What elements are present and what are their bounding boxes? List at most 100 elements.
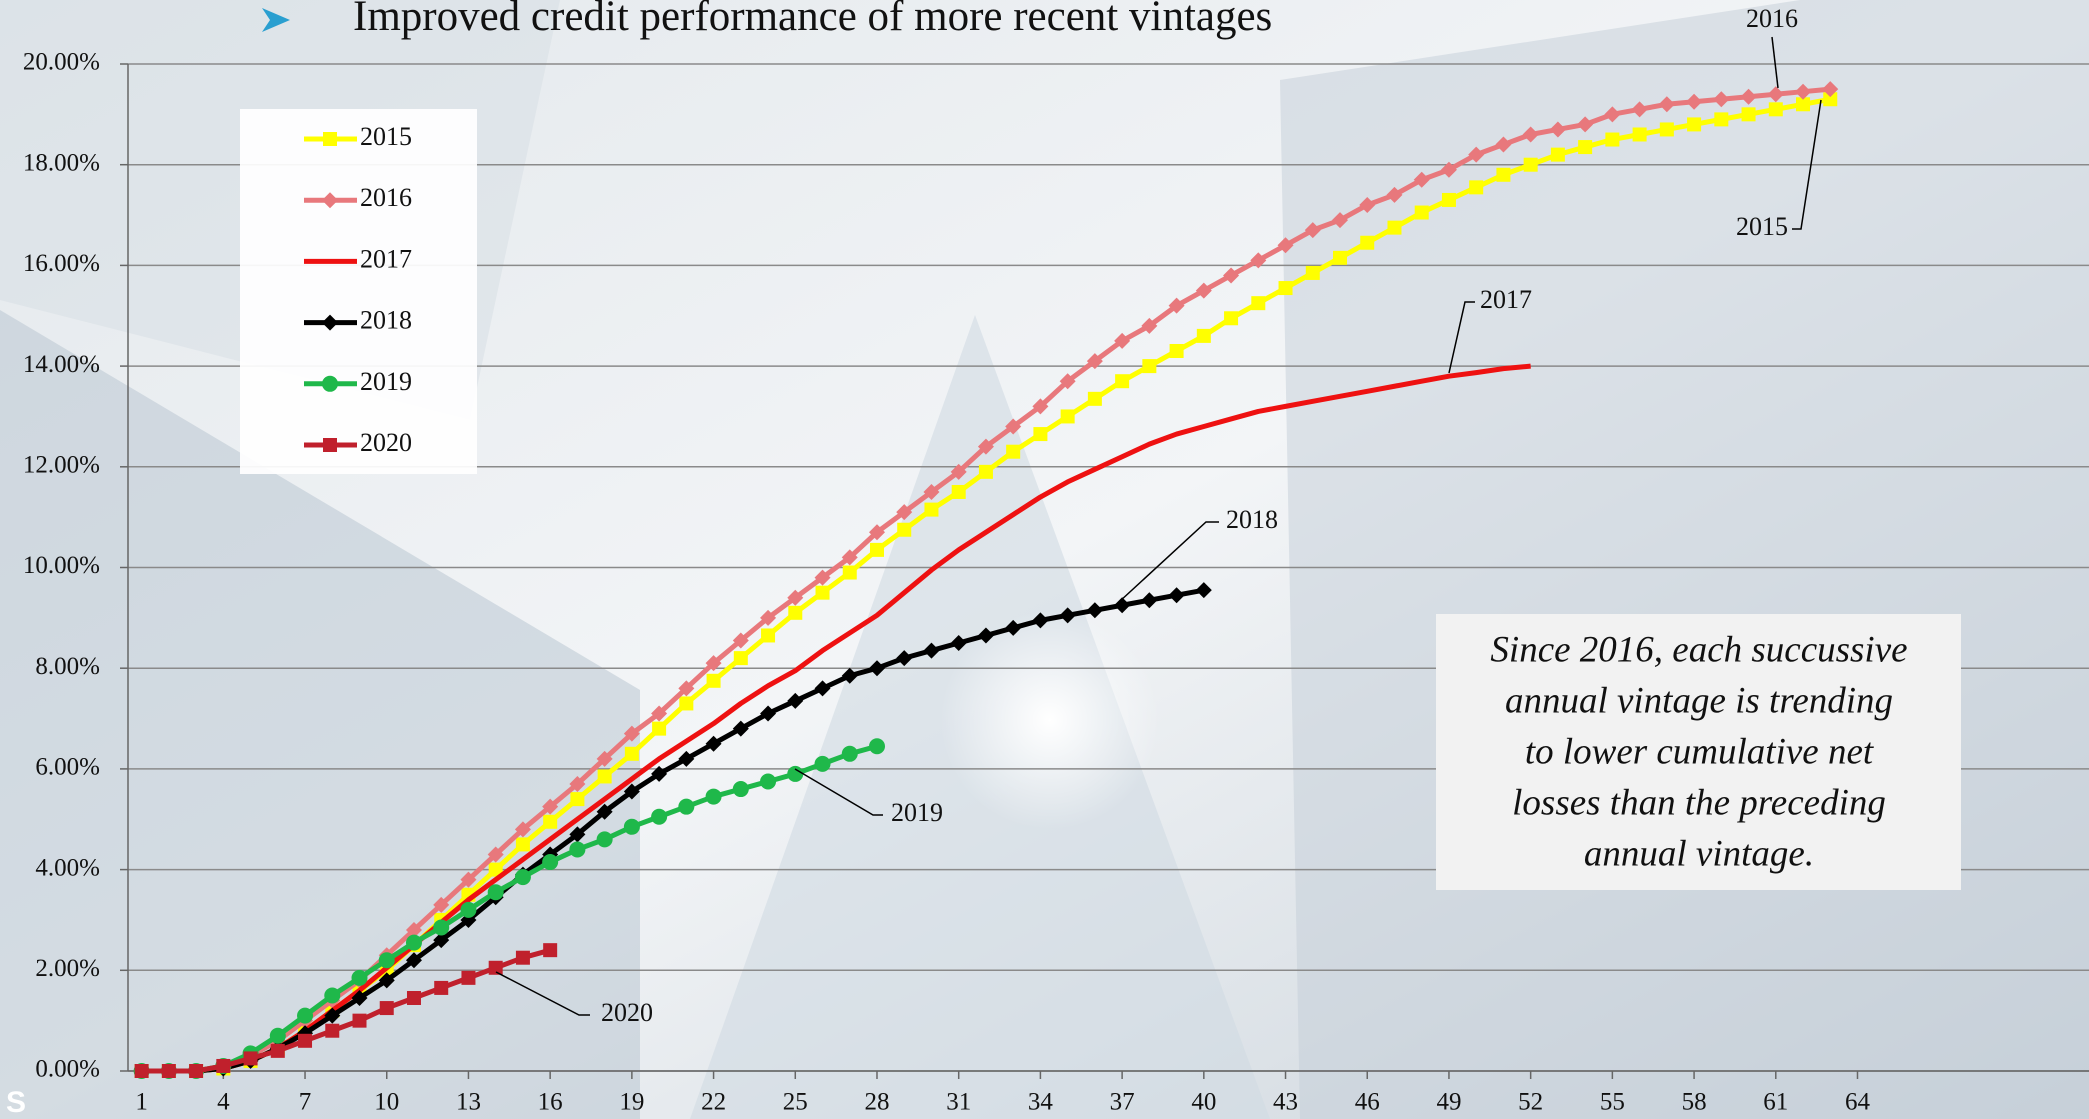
marker xyxy=(434,981,448,995)
marker xyxy=(1279,281,1293,295)
marker xyxy=(815,756,831,772)
marker xyxy=(733,781,749,797)
marker xyxy=(652,722,666,736)
marker xyxy=(325,1024,339,1038)
note-line: losses than the preceding xyxy=(1512,782,1886,823)
marker xyxy=(1333,251,1347,265)
x-tick-label: 25 xyxy=(783,1089,808,1116)
marker xyxy=(1033,427,1047,441)
marker xyxy=(679,696,693,710)
y-tick-label: 8.00% xyxy=(35,653,100,680)
marker xyxy=(516,837,530,851)
x-tick-label: 7 xyxy=(299,1089,312,1116)
marker xyxy=(460,902,476,918)
y-tick-label: 14.00% xyxy=(23,351,100,378)
x-tick-label: 49 xyxy=(1436,1089,1461,1116)
marker xyxy=(597,831,613,847)
marker xyxy=(298,1034,312,1048)
marker xyxy=(1088,392,1102,406)
marker xyxy=(380,1001,394,1015)
annotation: 2020 xyxy=(601,998,653,1027)
marker xyxy=(570,792,584,806)
marker xyxy=(189,1064,203,1078)
marker xyxy=(353,1014,367,1028)
marker xyxy=(625,747,639,761)
marker xyxy=(135,1064,149,1078)
marker xyxy=(1306,266,1320,280)
x-tick-label: 34 xyxy=(1028,1089,1054,1116)
marker xyxy=(761,628,775,642)
marker xyxy=(569,841,585,857)
marker xyxy=(407,991,421,1005)
x-tick-label: 4 xyxy=(217,1089,230,1116)
marker xyxy=(1197,329,1211,343)
x-tick-label: 46 xyxy=(1355,1089,1380,1116)
marker xyxy=(1061,409,1075,423)
marker xyxy=(1251,296,1265,310)
marker xyxy=(706,789,722,805)
marker xyxy=(897,523,911,537)
y-tick-label: 10.00% xyxy=(23,552,100,579)
marker xyxy=(324,987,340,1003)
x-tick-label: 52 xyxy=(1518,1089,1543,1116)
marker xyxy=(352,970,368,986)
x-tick-label: 64 xyxy=(1845,1089,1871,1116)
x-tick-label: 40 xyxy=(1191,1089,1216,1116)
annotation: 2017 xyxy=(1480,285,1532,314)
x-tick-label: 19 xyxy=(619,1089,644,1116)
marker xyxy=(734,651,748,665)
marker xyxy=(1415,206,1429,220)
marker xyxy=(244,1051,258,1065)
y-tick-label: 18.00% xyxy=(23,149,100,176)
marker xyxy=(843,566,857,580)
marker xyxy=(1442,193,1456,207)
legend-label: 2017 xyxy=(360,244,412,273)
marker xyxy=(1360,236,1374,250)
marker xyxy=(406,935,422,951)
marker xyxy=(270,1028,286,1044)
annotation: 2018 xyxy=(1226,505,1278,534)
marker xyxy=(515,869,531,885)
marker xyxy=(816,586,830,600)
x-tick-label: 61 xyxy=(1763,1089,1788,1116)
annotation: 2019 xyxy=(891,798,943,827)
marker xyxy=(1578,140,1592,154)
x-tick-label: 43 xyxy=(1273,1089,1298,1116)
marker xyxy=(297,1008,313,1024)
marker xyxy=(323,438,337,452)
marker xyxy=(979,465,993,479)
y-tick-label: 0.00% xyxy=(35,1056,100,1083)
marker xyxy=(1524,158,1538,172)
marker xyxy=(1170,344,1184,358)
x-tick-label: 58 xyxy=(1682,1089,1707,1116)
y-tick-label: 16.00% xyxy=(23,250,100,277)
marker xyxy=(707,674,721,688)
marker xyxy=(1660,122,1674,136)
marker xyxy=(461,971,475,985)
marker xyxy=(598,769,612,783)
marker xyxy=(788,606,802,620)
marker xyxy=(1605,133,1619,147)
marker xyxy=(1687,117,1701,131)
y-tick-label: 6.00% xyxy=(35,754,100,781)
marker xyxy=(787,766,803,782)
x-tick-label: 13 xyxy=(456,1089,481,1116)
annotation: 2015 xyxy=(1736,212,1788,241)
note-line: annual vintage is trending xyxy=(1505,680,1893,721)
y-tick-label: 2.00% xyxy=(35,955,100,982)
marker xyxy=(1742,107,1756,121)
marker xyxy=(516,951,530,965)
marker xyxy=(924,503,938,517)
marker xyxy=(216,1059,230,1073)
marker xyxy=(1142,359,1156,373)
x-tick-label: 22 xyxy=(701,1089,726,1116)
marker xyxy=(1496,168,1510,182)
marker xyxy=(543,815,557,829)
legend-label: 2020 xyxy=(360,428,412,457)
marker xyxy=(1714,112,1728,126)
marker xyxy=(162,1064,176,1078)
legend-label: 2019 xyxy=(360,367,412,396)
x-tick-label: 1 xyxy=(135,1089,148,1116)
marker xyxy=(952,485,966,499)
legend-box xyxy=(240,109,477,474)
